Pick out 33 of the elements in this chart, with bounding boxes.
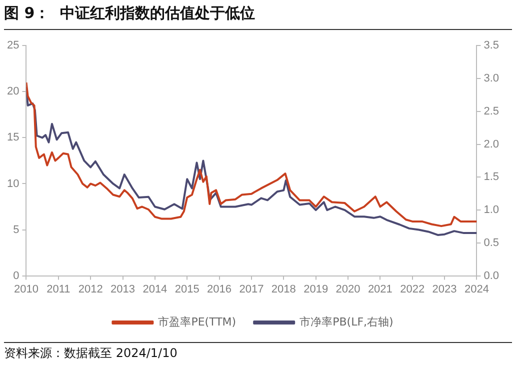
x-tick-label: 2016	[207, 283, 232, 296]
x-tick-label: 2023	[432, 283, 457, 296]
y-tick-label: 20	[6, 86, 20, 98]
y2-tick-label: 3.0	[484, 72, 500, 85]
y2-tick-label: 0.0	[484, 270, 500, 282]
x-tick-label: 2018	[271, 283, 296, 296]
x-tick-label: 2019	[304, 283, 328, 296]
x-tick-label: 2015	[174, 283, 200, 296]
x-tick-label: 2010	[14, 283, 38, 296]
chart-title: 图 9： 中证红利指数的估值处于低位	[4, 4, 512, 30]
x-tick-label: 2011	[46, 283, 70, 296]
x-tick-label: 2012	[78, 283, 103, 296]
y2-tick-label: 2.5	[484, 105, 500, 118]
y-tick-label: 15	[6, 132, 20, 144]
x-tick-label: 2013	[110, 283, 136, 296]
y-tick-label: 0	[13, 270, 20, 282]
x-tick-label: 2017	[239, 283, 264, 296]
y2-tick-label: 1.5	[484, 171, 500, 184]
x-tick-label: 2024	[464, 283, 489, 296]
legend-label: 市净率PB(LF,右轴)	[300, 315, 394, 328]
y2-tick-label: 3.5	[484, 40, 500, 52]
x-tick-label: 2021	[368, 283, 392, 296]
x-tick-label: 2020	[336, 283, 360, 296]
y2-tick-label: 1.0	[484, 204, 500, 216]
y2-tick-label: 2.0	[484, 138, 500, 150]
y2-tick-label: 0.5	[484, 236, 500, 249]
x-tick-label: 2022	[400, 283, 425, 296]
y-tick-label: 25	[6, 40, 20, 52]
x-tick-label: 2014	[142, 283, 168, 296]
y-tick-label: 5	[13, 224, 20, 236]
legend-label: 市盈率PE(TTM)	[158, 315, 236, 328]
text: 资料来源：数据截至 2024/1/10	[4, 342, 512, 362]
y-tick-label: 10	[6, 178, 20, 190]
